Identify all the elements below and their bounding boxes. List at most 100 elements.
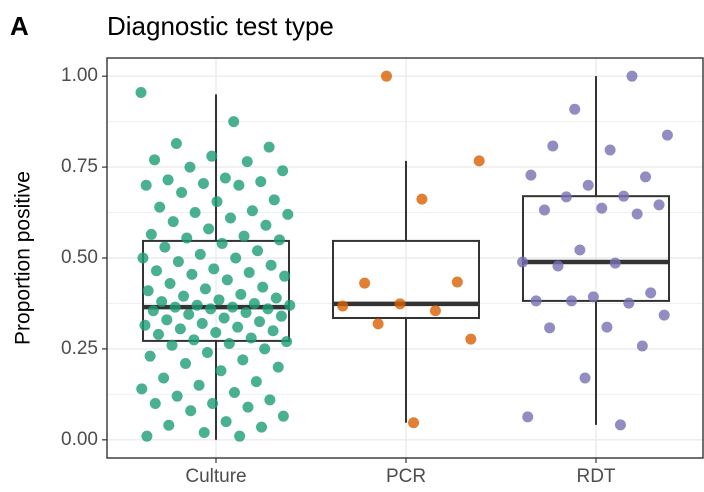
point — [218, 312, 230, 324]
point — [574, 244, 586, 256]
point — [626, 70, 638, 82]
point — [207, 397, 219, 409]
point — [473, 155, 485, 167]
point — [197, 177, 209, 189]
x-tick-label: Culture — [185, 466, 246, 487]
point — [429, 305, 441, 317]
point — [243, 267, 255, 279]
point — [172, 256, 184, 268]
point — [232, 321, 244, 333]
point — [270, 292, 282, 304]
point — [170, 137, 182, 149]
point — [451, 276, 463, 288]
point — [263, 141, 275, 153]
point — [372, 318, 384, 330]
point — [614, 419, 626, 431]
point — [517, 256, 529, 268]
point — [159, 241, 171, 253]
point — [636, 340, 648, 352]
y-tick-label: 0.25 — [61, 338, 98, 359]
point — [272, 361, 284, 373]
point — [256, 421, 268, 433]
x-tick-label: PCR — [386, 466, 426, 487]
point — [180, 357, 192, 369]
point — [164, 277, 176, 289]
point — [158, 372, 170, 384]
point — [237, 354, 249, 366]
point — [601, 321, 613, 333]
point — [587, 291, 599, 303]
point — [145, 228, 157, 240]
point — [181, 232, 193, 244]
point — [223, 337, 235, 349]
panel-label: A — [10, 11, 29, 41]
point — [653, 199, 665, 211]
point — [394, 298, 406, 310]
point — [277, 165, 289, 177]
y-tick-label: 0.75 — [61, 156, 98, 177]
point — [183, 308, 195, 320]
point — [162, 174, 174, 186]
point — [149, 154, 161, 166]
point — [259, 343, 271, 355]
point — [262, 303, 274, 315]
point — [137, 252, 149, 264]
point — [530, 295, 542, 307]
point — [235, 288, 247, 300]
point — [569, 103, 581, 115]
point — [176, 187, 188, 199]
point — [257, 281, 269, 293]
point — [203, 223, 215, 235]
point — [216, 237, 228, 249]
point — [525, 169, 537, 181]
point — [226, 301, 238, 313]
point — [264, 394, 276, 406]
point — [156, 296, 168, 308]
point — [185, 405, 197, 417]
point — [150, 265, 162, 277]
point — [234, 430, 246, 442]
chart-title: Diagnostic test type — [107, 11, 334, 41]
y-axis-label: Proportion positive — [12, 171, 35, 345]
point — [560, 191, 572, 203]
point — [221, 274, 233, 286]
point — [147, 305, 159, 317]
point — [154, 201, 166, 213]
point — [260, 219, 272, 231]
y-tick-label: 1.00 — [61, 65, 98, 86]
point — [206, 150, 218, 162]
point — [416, 193, 428, 205]
point — [161, 314, 173, 326]
point — [205, 303, 217, 315]
point — [538, 204, 550, 216]
point — [281, 336, 293, 348]
point — [248, 297, 260, 309]
point — [136, 383, 148, 395]
point — [208, 263, 220, 275]
point — [582, 179, 594, 191]
point — [188, 334, 200, 346]
y-tick-label: 0.00 — [61, 429, 98, 450]
point — [658, 309, 670, 321]
point — [631, 208, 643, 220]
point — [135, 87, 147, 99]
point — [609, 257, 621, 269]
point — [544, 322, 556, 334]
point — [174, 323, 186, 335]
point — [277, 410, 289, 422]
point — [213, 294, 225, 306]
point — [152, 328, 164, 340]
point — [193, 379, 205, 391]
point — [144, 350, 156, 362]
point — [645, 287, 657, 299]
point — [211, 196, 223, 208]
point — [245, 332, 257, 344]
point — [254, 316, 266, 328]
point — [163, 419, 175, 431]
point — [265, 259, 277, 271]
point — [279, 270, 291, 282]
point — [661, 129, 673, 141]
point — [196, 317, 208, 329]
point — [171, 390, 183, 402]
point — [623, 297, 635, 309]
